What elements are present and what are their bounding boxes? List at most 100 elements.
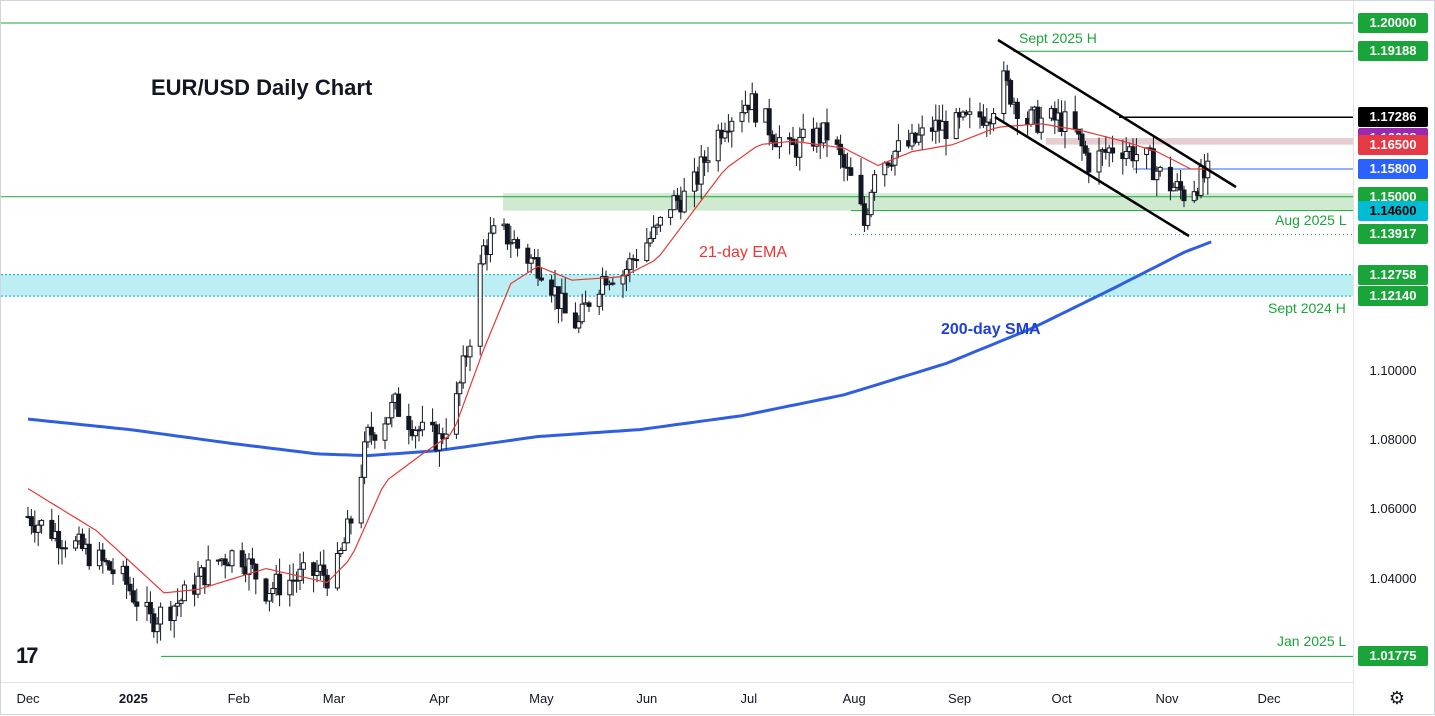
time-axis-separator (1, 682, 1353, 683)
candle-body (705, 160, 711, 163)
candle-body (86, 543, 92, 567)
candle-body (372, 434, 378, 441)
price-badge: 1.14600 (1358, 200, 1428, 221)
candle-body (1191, 191, 1197, 202)
price-axis-separator (1353, 1, 1354, 716)
candle-body (270, 587, 276, 595)
candle-body (1082, 145, 1088, 154)
candle-body (110, 569, 116, 575)
y-tick-label: 1.08000 (1369, 432, 1417, 447)
candle-body (249, 558, 255, 565)
candle-body (868, 191, 874, 216)
candle-body (671, 195, 677, 211)
candle-body (348, 518, 354, 524)
candle-body (158, 606, 164, 625)
candle-body (382, 423, 388, 441)
candle-body (107, 561, 113, 571)
candle-body (1181, 189, 1187, 202)
candle-body (729, 120, 735, 132)
candle-body (651, 226, 657, 240)
candle-body (681, 190, 687, 213)
candle-body (1038, 117, 1044, 133)
candle-body (668, 209, 674, 218)
candle-body (175, 602, 181, 607)
price-badge: 1.16500 (1358, 134, 1428, 155)
candle-body (596, 293, 602, 307)
annotation-aug-2025-low: Aug 2025 L (1275, 212, 1347, 228)
candle-body (263, 578, 269, 602)
price-badge: 1.15800 (1358, 158, 1428, 179)
candle-body (1171, 186, 1177, 192)
x-tick-label: Jul (740, 691, 758, 706)
candle-body (647, 238, 653, 244)
price-zone (503, 193, 1353, 211)
candle-body (246, 558, 252, 575)
channel-lower-trendline (994, 115, 1190, 238)
candle-body (321, 564, 327, 576)
candle-body (1133, 153, 1139, 162)
candle-body (654, 224, 660, 228)
x-tick-label: Dec (1257, 691, 1281, 706)
candle-body (787, 137, 793, 140)
candle-body (413, 429, 419, 437)
candle-body (124, 565, 130, 585)
candle-body (460, 355, 466, 384)
candle-body (389, 401, 395, 419)
candle-body (623, 268, 629, 277)
candle-body (538, 277, 544, 281)
annotation-jan-2025-low: Jan 2025 L (1277, 633, 1347, 649)
candle-body (586, 302, 592, 307)
price-zone (1, 274, 1353, 297)
candle-body (579, 303, 585, 323)
candle-body (345, 518, 351, 544)
annotation-200-day-sma: 200-day SMA (941, 321, 1041, 338)
candle-body (1110, 147, 1116, 154)
price-badge: 1.12758 (1358, 264, 1428, 285)
candle-body (528, 257, 534, 264)
candle-body (1178, 181, 1184, 191)
candle-body (895, 140, 901, 152)
candle-body (1076, 128, 1082, 135)
x-tick-label: May (529, 691, 554, 706)
price-badge: 1.20000 (1358, 13, 1428, 33)
candle-body (287, 579, 293, 596)
candle-body (130, 590, 136, 603)
candle-body (1008, 80, 1014, 105)
candle-body (1014, 101, 1020, 119)
candle-body (453, 393, 459, 435)
candle-body (715, 129, 721, 162)
settings-gear-icon[interactable]: ⚙ (1388, 688, 1406, 708)
candle-body (151, 613, 157, 633)
price-badge: 1.01775 (1358, 646, 1428, 667)
candle-body (770, 134, 776, 143)
x-tick-label: Feb (227, 691, 250, 706)
candle-body (147, 601, 153, 615)
candle-body (977, 111, 983, 118)
candle-body (1157, 166, 1163, 172)
candle-body (178, 600, 184, 604)
x-tick-label: Oct (1051, 691, 1072, 706)
candle-body (943, 121, 949, 139)
price-badge: 1.19188 (1358, 41, 1428, 62)
candle-body (205, 559, 211, 586)
candle-body (385, 417, 391, 425)
candle-body (739, 112, 745, 122)
candle-body (222, 558, 228, 566)
candle-body (1001, 70, 1007, 114)
candle-body (800, 128, 806, 138)
candle-body (838, 143, 844, 156)
candle-body (1004, 70, 1010, 82)
x-tick-label: Nov (1155, 691, 1179, 706)
candle-body (314, 570, 320, 576)
candle-body (885, 162, 891, 166)
candle-body (467, 345, 473, 358)
candle-body (1096, 150, 1102, 173)
candle-body (297, 568, 303, 581)
candle-body (103, 560, 109, 563)
candle-body (79, 533, 85, 550)
y-tick-label: 1.10000 (1369, 363, 1417, 378)
candle-body (508, 242, 514, 245)
x-tick-label: Apr (429, 691, 450, 706)
